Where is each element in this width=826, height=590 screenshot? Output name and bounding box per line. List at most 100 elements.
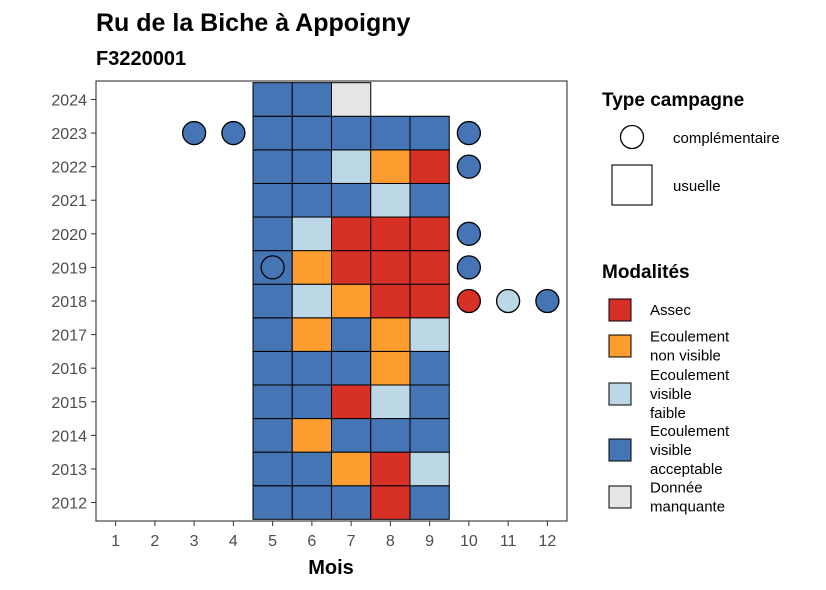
x-axis-title: Mois [308,557,354,579]
legend-key-faible [608,382,632,406]
cell-2016-5 [252,350,293,386]
x-tick-label-5: 5 [268,533,277,550]
cell-2015-9 [409,384,450,420]
y-tick-label-2024: 2024 [51,92,87,109]
cell-2023-6 [291,115,332,151]
legend-label-faible: Ecoulement visible faible [650,367,730,422]
point-2022-10 [456,154,482,179]
chart-subtitle: F3220001 [96,48,186,70]
x-tick-label-1: 1 [111,533,120,550]
cell-2017-8 [370,317,411,352]
point-2023-3 [181,120,207,146]
cell-2020-9 [409,216,450,252]
cell-2013-7 [331,451,372,487]
cell-2014-6 [291,418,332,453]
y-tick-label-2022: 2022 [51,160,87,177]
legend-key-manquante [608,485,632,509]
point-2020-10 [456,221,482,246]
cell-2022-7 [331,149,372,184]
cell-2012-8 [370,485,411,520]
cell-2022-8 [370,149,411,184]
cell-2019-7 [331,250,372,285]
x-tick-label-8: 8 [386,533,395,550]
cell-2012-9 [409,485,450,520]
cell-2020-7 [331,216,372,252]
legend-label-manquante: Donnée manquante [650,480,725,516]
y-tick-label-2015: 2015 [51,395,87,412]
x-tick-label-10: 10 [460,533,478,550]
x-tick-label-3: 3 [190,533,199,550]
x-tick-label-11: 11 [500,533,517,550]
cell-2020-8 [370,216,411,252]
cell-2013-5 [252,451,293,487]
cell-2016-6 [291,350,332,386]
cell-2024-7 [331,82,372,117]
legend-label-assec: Assec [650,302,691,319]
cell-2013-9 [409,451,450,487]
x-tick-label-6: 6 [307,533,316,550]
cell-2019-8 [370,250,411,285]
cell-2016-8 [370,350,411,386]
cell-2015-5 [252,384,293,420]
cell-2018-6 [291,283,332,319]
y-axis: 2012 2013 2014 2015 2016 2017 2018 2019 2020 2021… [51,92,96,513]
cell-2019-9 [409,250,450,285]
cell-2016-9 [409,350,450,386]
legend-label-usuelle: usuelle [673,178,721,195]
y-tick-label-2013: 2013 [51,462,87,479]
legend-key-assec [608,298,632,322]
legend-key-acceptable [608,438,632,462]
cell-2022-5 [252,149,293,184]
legend-campaign-type: Type campagne complémentaire usuelle [602,90,780,206]
cell-2021-7 [331,182,372,218]
cell-2024-5 [252,82,293,117]
complementary-points [181,120,560,314]
cell-2014-8 [370,418,411,453]
legend-label-complementaire: complémentaire [673,130,780,147]
cell-2023-7 [331,115,372,151]
legend-circle-key [619,124,645,150]
legend-square-key [611,164,653,206]
cell-2018-9 [409,283,450,319]
x-tick-label-4: 4 [229,533,238,550]
cell-2015-6 [291,384,332,420]
cell-2023-5 [252,115,293,151]
point-2023-4 [221,120,246,146]
y-tick-label-2021: 2021 [51,193,87,210]
legend-campaign-title: Type campagne [602,90,744,111]
x-tick-label-2: 2 [150,533,159,550]
legend-label-non_visible: Ecoulement non visible [650,329,730,365]
y-tick-label-2012: 2012 [51,496,87,513]
cell-2015-8 [370,384,411,420]
cell-2013-8 [370,451,411,487]
y-tick-label-2016: 2016 [51,361,87,378]
cell-2015-7 [331,384,372,420]
cell-2019-6 [291,250,332,285]
y-tick-label-2020: 2020 [51,227,87,244]
y-tick-label-2019: 2019 [51,260,87,277]
cell-2017-9 [409,317,450,352]
cell-2022-6 [291,149,332,184]
cell-2014-9 [409,418,450,453]
point-2019-5 [260,255,285,280]
cell-2023-9 [409,115,450,151]
x-tick-label-7: 7 [347,533,356,550]
cell-2014-5 [252,418,293,453]
y-tick-label-2018: 2018 [51,294,87,311]
x-tick-label-9: 9 [425,533,434,550]
cell-2020-6 [291,216,332,252]
y-tick-label-2023: 2023 [51,126,87,143]
cell-2014-7 [331,418,372,453]
cell-2021-5 [252,182,293,218]
cell-2012-7 [331,485,372,520]
y-tick-label-2017: 2017 [51,328,87,345]
x-tick-label-12: 12 [538,533,556,550]
heatmap-cells [252,82,450,520]
cell-2012-6 [291,485,332,520]
point-2023-10 [456,120,482,146]
cell-2016-7 [331,350,372,386]
cell-2018-8 [370,283,411,319]
cell-2020-5 [252,216,293,252]
